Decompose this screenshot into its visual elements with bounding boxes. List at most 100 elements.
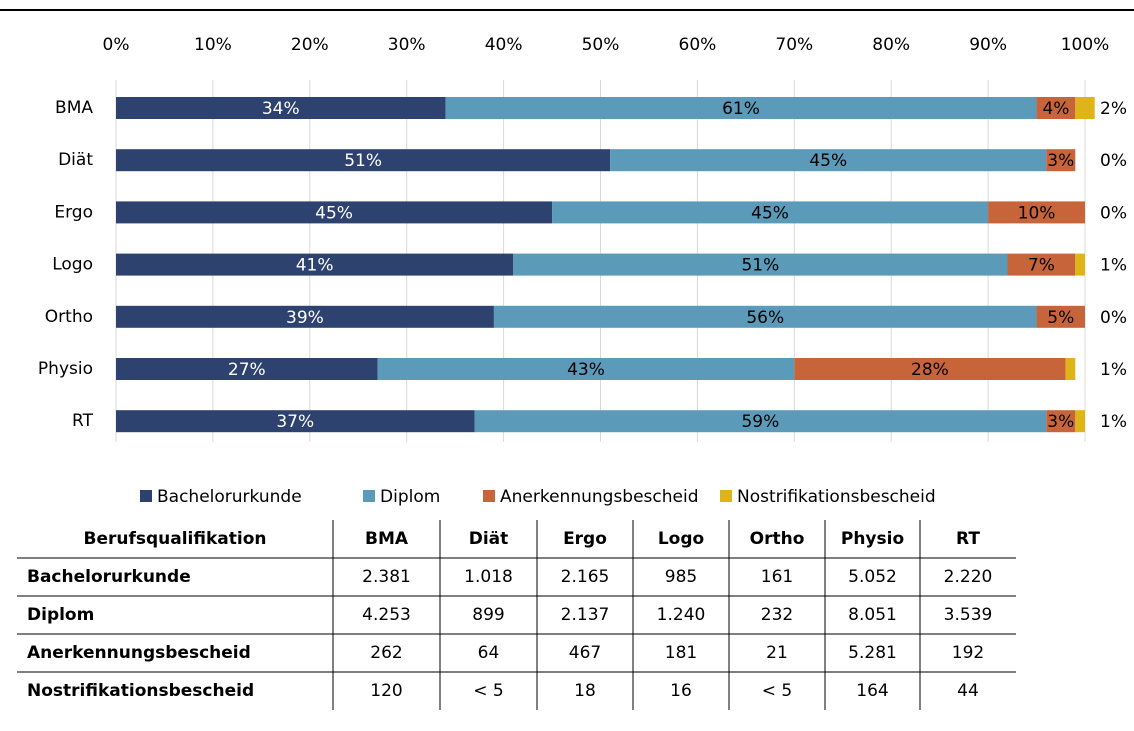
bar-segment (610, 149, 1047, 172)
table-cell: 2.165 (561, 567, 610, 587)
bar-segment (1036, 305, 1085, 328)
table-cell: 985 (665, 567, 697, 587)
table-cell: 5.281 (848, 643, 897, 663)
table-header: Berufsqualifikation (84, 529, 267, 549)
y-tick-label: RT (72, 411, 94, 431)
bar-segment (1075, 97, 1095, 119)
data-label: 7% (1028, 256, 1055, 276)
bar-segment (513, 253, 1008, 276)
table-cell: 16 (670, 681, 692, 701)
x-tick-label: 100% (1061, 35, 1110, 55)
table-cell: 18 (574, 681, 596, 701)
bar-segment (493, 305, 1037, 328)
table-cell: 232 (761, 605, 793, 625)
table-cell: 1.240 (657, 605, 706, 625)
data-label: 1% (1100, 256, 1127, 276)
bar-segment (1046, 410, 1076, 433)
data-label: 56% (746, 308, 784, 328)
bar-segment (116, 358, 378, 380)
bar-segment (445, 97, 1037, 119)
table-cell: 4.253 (362, 605, 411, 625)
bar-segment (1065, 358, 1076, 380)
y-tick-label: BMA (55, 98, 93, 118)
data-label: 45% (809, 151, 847, 171)
table-cell: 164 (856, 681, 888, 701)
x-tick-label: 20% (291, 35, 329, 55)
x-tick-label: 50% (582, 35, 620, 55)
bar-segment (116, 201, 553, 224)
legend-label: Diplom (380, 487, 440, 507)
table-header: RT (956, 529, 980, 549)
table-cell: 2.220 (944, 567, 993, 587)
table-header: Diät (469, 529, 509, 549)
table-header: Physio (841, 529, 904, 549)
legend-swatch (140, 490, 152, 502)
table-cell: 120 (370, 681, 402, 701)
table-header: Ergo (563, 529, 607, 549)
table-cell: 899 (472, 605, 504, 625)
x-tick-label: 10% (194, 35, 232, 55)
data-label: 59% (741, 412, 779, 432)
legend-swatch (483, 490, 495, 502)
table-cell: 262 (370, 643, 402, 663)
table-cell: 8.051 (848, 605, 897, 625)
bar-segment (116, 305, 494, 328)
data-label: 51% (344, 151, 382, 171)
table-cell: Anerkennungsbescheid (27, 643, 251, 663)
bar-segment (794, 358, 1066, 380)
data-label: 0% (1100, 203, 1127, 223)
table-cell: Nostrifikationsbescheid (27, 681, 254, 701)
data-label: 5% (1047, 308, 1074, 328)
table-header: Logo (658, 529, 704, 549)
table-cell: 64 (478, 643, 500, 663)
data-label: 43% (567, 360, 605, 380)
x-tick-label: 90% (969, 35, 1007, 55)
bar-segment (1046, 149, 1076, 172)
bar-segment (1075, 410, 1085, 433)
x-tick-label: 30% (388, 35, 426, 55)
y-tick-label: Ortho (45, 307, 93, 327)
data-label: 0% (1100, 151, 1127, 171)
legend-swatch (720, 490, 732, 502)
table-cell: Bachelorurkunde (27, 567, 191, 587)
x-tick-label: 70% (775, 35, 813, 55)
table-cell: < 5 (473, 681, 503, 701)
x-tick-label: 80% (872, 35, 910, 55)
bar-segment (377, 358, 795, 380)
data-label: 51% (741, 256, 779, 276)
data-label: 61% (722, 99, 760, 119)
bar-segment (116, 253, 514, 276)
table-cell: < 5 (762, 681, 792, 701)
table-cell: 161 (761, 567, 793, 587)
data-label: 45% (751, 203, 789, 223)
data-label: 10% (1018, 203, 1056, 223)
data-label: 3% (1047, 151, 1074, 171)
table-header: Ortho (750, 529, 805, 549)
table-cell: 21 (766, 643, 788, 663)
legend-swatch (363, 490, 375, 502)
bar-segment (116, 149, 611, 172)
table-header: BMA (365, 529, 409, 549)
table-cell: 1.018 (464, 567, 513, 587)
x-tick-label: 40% (485, 35, 523, 55)
data-label: 41% (296, 256, 334, 276)
data-label: 37% (276, 412, 314, 432)
y-tick-label: Logo (52, 255, 93, 275)
bar-segment (116, 410, 475, 433)
table-cell: 192 (952, 643, 984, 663)
bar-segment (116, 97, 446, 119)
legend-label: Anerkennungsbescheid (500, 487, 699, 507)
legend-label: Nostrifikationsbescheid (737, 487, 936, 507)
bar-segment (1075, 253, 1085, 276)
data-label: 4% (1042, 99, 1069, 119)
x-tick-label: 0% (103, 35, 130, 55)
table-cell: 181 (665, 643, 697, 663)
data-label: 45% (315, 203, 353, 223)
bar-segment (552, 201, 989, 224)
table-cell: 2.381 (362, 567, 411, 587)
table-cell: 5.052 (848, 567, 897, 587)
data-label: 28% (911, 360, 949, 380)
bar-segment (988, 201, 1085, 224)
bar-segment (474, 410, 1047, 433)
